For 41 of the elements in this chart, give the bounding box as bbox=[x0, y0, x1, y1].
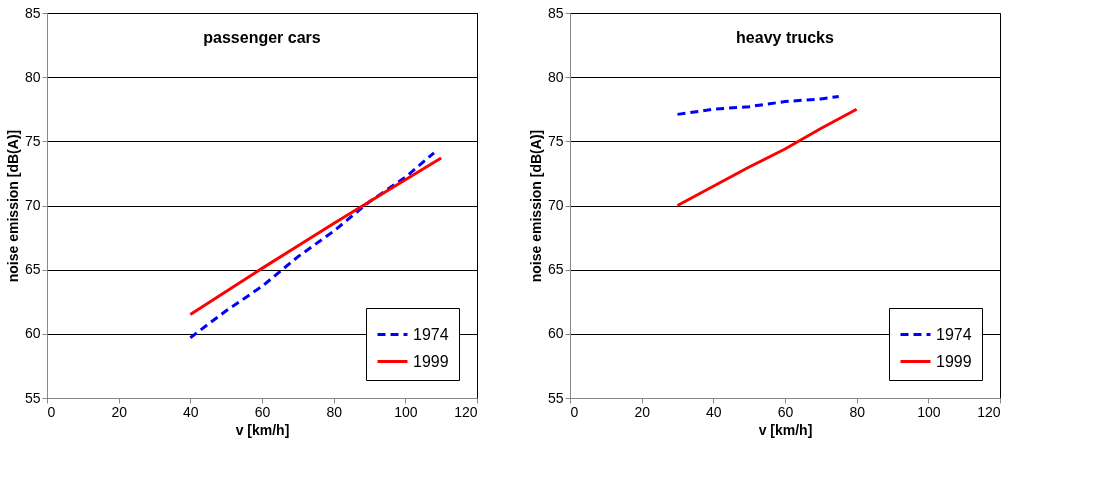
legend-label: 1999 bbox=[936, 352, 972, 370]
x-tick-label: 120 bbox=[454, 403, 478, 420]
legend-label: 1974 bbox=[413, 325, 449, 343]
line-series bbox=[676, 94, 841, 116]
x-tick-label: 40 bbox=[183, 403, 199, 420]
text: heavy trucks bbox=[736, 29, 835, 46]
line-series bbox=[188, 156, 443, 317]
x-tick-label: 60 bbox=[254, 403, 271, 420]
y-tick-label: 85 bbox=[547, 4, 564, 21]
y-tick-label: 60 bbox=[24, 325, 41, 342]
x-tick-label: 20 bbox=[111, 403, 128, 420]
y-axis-title: noise emission [dB(A)] bbox=[4, 129, 21, 283]
y-axis-title: noise emission [dB(A)] bbox=[527, 129, 544, 283]
legend-label: 1974 bbox=[936, 325, 972, 343]
x-tick-label: 0 bbox=[47, 403, 56, 420]
x-tick-label: 40 bbox=[706, 403, 722, 420]
x-tick-label: 120 bbox=[977, 403, 1001, 420]
y-tick-label: 60 bbox=[547, 325, 564, 342]
y-tick-label: 65 bbox=[547, 261, 564, 278]
y-tick-label: 55 bbox=[547, 389, 564, 406]
y-tick-label: 65 bbox=[24, 261, 41, 278]
x-tick-label: 80 bbox=[326, 403, 343, 420]
y-tick-label: 80 bbox=[24, 68, 41, 85]
y-tick-label: 80 bbox=[547, 68, 564, 85]
x-tick-label: 60 bbox=[777, 403, 794, 420]
text: passenger cars bbox=[203, 29, 321, 46]
x-tick-label: 20 bbox=[634, 403, 651, 420]
x-tick-label: 100 bbox=[917, 403, 941, 420]
x-axis-title: v [km/h] bbox=[758, 421, 813, 438]
y-tick-label: 55 bbox=[24, 389, 41, 406]
x-axis-title: v [km/h] bbox=[235, 421, 290, 438]
y-tick-label: 75 bbox=[547, 132, 564, 149]
line-series bbox=[676, 107, 859, 207]
x-tick-label: 80 bbox=[849, 403, 866, 420]
legend-label: 1999 bbox=[413, 352, 449, 370]
x-tick-label: 0 bbox=[570, 403, 579, 420]
x-tick-label: 100 bbox=[394, 403, 418, 420]
y-tick-label: 85 bbox=[24, 4, 41, 21]
y-tick-label: 70 bbox=[547, 197, 564, 213]
y-tick-label: 70 bbox=[24, 197, 41, 213]
y-tick-label: 75 bbox=[24, 132, 41, 149]
